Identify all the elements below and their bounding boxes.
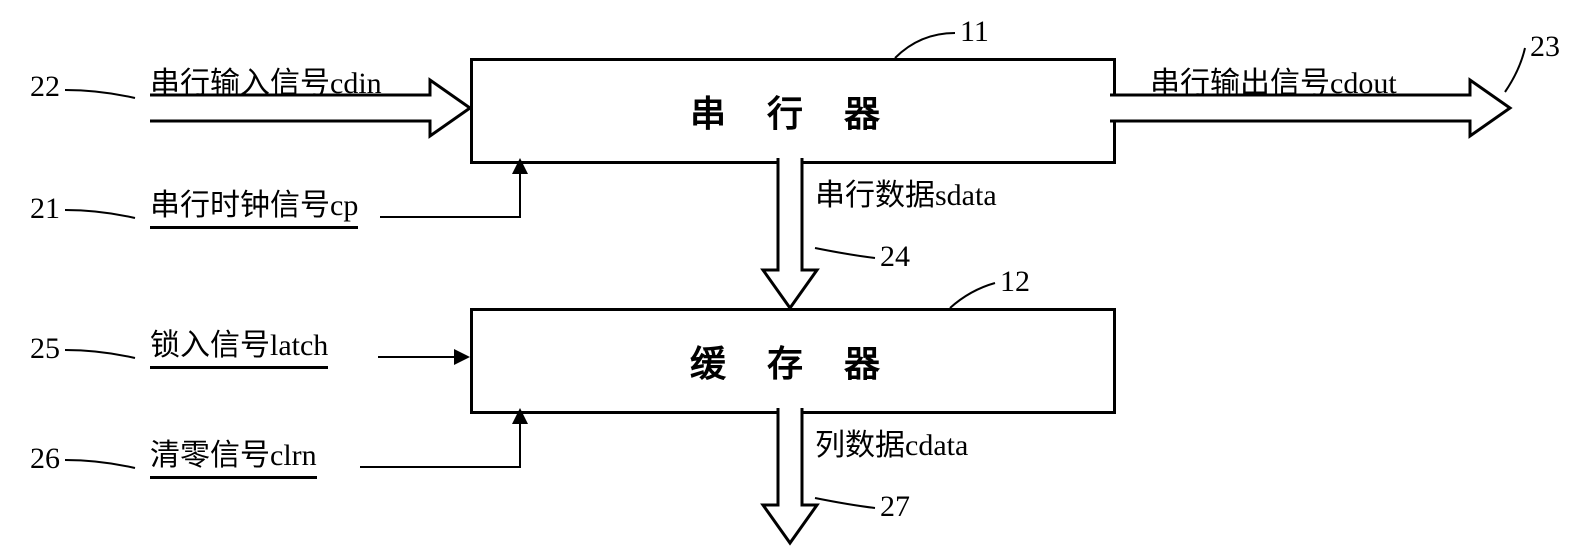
arrow-cdata bbox=[763, 408, 817, 543]
sdata-label: 串行数据sdata bbox=[815, 170, 997, 214]
clrn-label: 清零信号clrn bbox=[150, 430, 317, 479]
id-11: 11 bbox=[960, 15, 989, 49]
id-27: 27 bbox=[880, 490, 910, 524]
cp-label: 串行时钟信号cp bbox=[150, 180, 358, 229]
cdout-label: 串行输出信号cdout bbox=[1150, 58, 1397, 107]
id-23: 23 bbox=[1530, 30, 1560, 64]
serializer-box: 串 行 器 bbox=[470, 58, 1116, 164]
cdin-label: 串行输入信号cdin bbox=[150, 58, 382, 107]
id-21: 21 bbox=[30, 192, 60, 226]
arrow-cp bbox=[380, 158, 528, 217]
arrow-sdata bbox=[763, 158, 817, 308]
id-12: 12 bbox=[1000, 265, 1030, 299]
id-26: 26 bbox=[30, 442, 60, 476]
arrow-latch bbox=[378, 349, 470, 365]
cdata-label: 列数据cdata bbox=[815, 420, 968, 464]
diagram-canvas: 串 行 器 缓 存 器 串行输入信号cdin 串行时钟信号cp 串行输出信号cd… bbox=[0, 0, 1569, 553]
id-24: 24 bbox=[880, 240, 910, 274]
buffer-label: 缓 存 器 bbox=[690, 335, 896, 387]
id-25: 25 bbox=[30, 332, 60, 366]
id-22: 22 bbox=[30, 70, 60, 104]
buffer-box: 缓 存 器 bbox=[470, 308, 1116, 414]
latch-label: 锁入信号latch bbox=[150, 320, 328, 369]
arrow-clrn bbox=[360, 408, 528, 467]
serializer-label: 串 行 器 bbox=[690, 85, 896, 137]
